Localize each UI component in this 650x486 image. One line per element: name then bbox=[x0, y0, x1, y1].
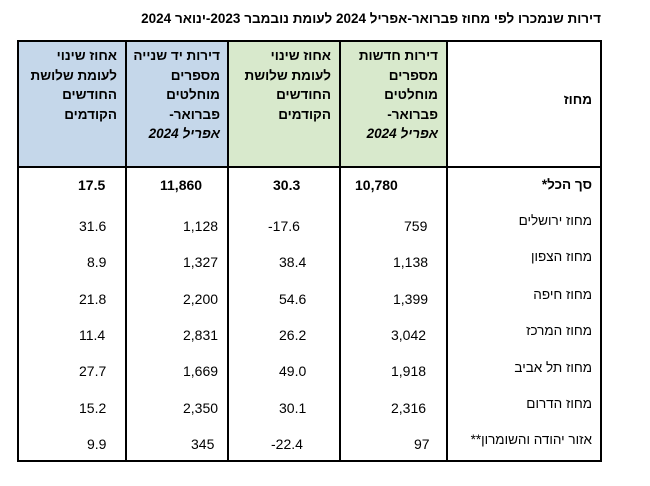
header-divider bbox=[19, 166, 600, 168]
cell-used-change: 31.6 bbox=[79, 218, 107, 234]
row-district: מחוז הדרום bbox=[526, 396, 592, 411]
header-new-apartments: דירות חדשות מספרים מוחלטים פברואר- אפריל… bbox=[339, 42, 446, 166]
column-divider bbox=[339, 42, 341, 460]
cell-used-change: 8.9 bbox=[87, 254, 107, 270]
cell-new-change: 38.4 bbox=[279, 254, 307, 270]
cell-new: 1,138 bbox=[393, 254, 429, 270]
row-district: מחוז חיפה bbox=[533, 287, 592, 302]
column-divider bbox=[446, 42, 448, 460]
cell-used: 2,350 bbox=[183, 400, 219, 416]
cell-new-change: -22.4 bbox=[271, 436, 303, 452]
cell-used: 2,200 bbox=[183, 291, 219, 307]
header-new-change: אחוז שינוי לעומת שלושת החודשים הקודמים bbox=[228, 42, 339, 166]
cell-new-total: 10,780 bbox=[355, 177, 398, 193]
header-used-apartments-text: דירות יד שנייה מספרים מוחלטים פברואר- bbox=[133, 48, 220, 122]
cell-used-change: 11.4 bbox=[79, 327, 106, 343]
cell-new-change: -17.6 bbox=[268, 218, 300, 234]
row-district: מחוז המרכז bbox=[526, 323, 592, 338]
cell-new-change: 26.2 bbox=[279, 327, 307, 343]
row-district: מחוז תל אביב bbox=[514, 360, 592, 375]
cell-used-change: 15.2 bbox=[79, 400, 107, 416]
cell-new: 1,399 bbox=[393, 291, 429, 307]
cell-used: 345 bbox=[191, 436, 215, 452]
cell-used: 1,128 bbox=[183, 218, 219, 234]
cell-used-change-total: 17.5 bbox=[78, 177, 106, 193]
cell-new: 97 bbox=[414, 436, 430, 452]
cell-used-change: 27.7 bbox=[79, 363, 107, 379]
cell-new-change-total: 30.3 bbox=[273, 177, 301, 193]
header-district: מחוז bbox=[563, 92, 592, 107]
cell-new-change: 49.0 bbox=[279, 363, 307, 379]
cell-new: 3,042 bbox=[391, 327, 427, 343]
row-district-total: סך הכל* bbox=[541, 177, 592, 192]
cell-used: 1,327 bbox=[183, 254, 219, 270]
cell-new: 759 bbox=[404, 218, 428, 234]
column-divider bbox=[227, 42, 229, 460]
cell-new: 2,316 bbox=[391, 400, 427, 416]
row-district: מחוז ירושלים bbox=[518, 213, 592, 228]
cell-new-change: 30.1 bbox=[279, 400, 307, 416]
row-district: מחוז הצפון bbox=[531, 249, 592, 264]
header-new-apartments-year: אפריל 2024 bbox=[366, 126, 438, 141]
table-title: דירות שנמכרו לפי מחוז פברואר-אפריל 2024 … bbox=[141, 11, 601, 26]
cell-new: 1,918 bbox=[391, 363, 427, 379]
cell-new-change: 54.6 bbox=[279, 291, 307, 307]
column-divider bbox=[125, 42, 127, 460]
header-new-apartments-text: דירות חדשות מספרים מוחלטים פברואר- bbox=[358, 48, 438, 122]
cell-used: 2,831 bbox=[183, 327, 219, 343]
cell-used-change: 21.8 bbox=[79, 291, 107, 307]
header-used-apartments-year: אפריל 2024 bbox=[148, 126, 220, 141]
header-used-change: אחוז שינוי לעומת שלושת החודשים הקודמים bbox=[19, 42, 125, 166]
cell-used-total: 11,860 bbox=[160, 177, 203, 193]
row-district: אזור יהודה והשומרון** bbox=[470, 432, 592, 447]
sales-table: אחוז שינוי לעומת שלושת החודשים הקודמים ד… bbox=[17, 40, 602, 462]
cell-used: 1,669 bbox=[183, 363, 219, 379]
header-used-apartments: דירות יד שנייה מספרים מוחלטים פברואר- אפ… bbox=[125, 42, 228, 166]
cell-used-change: 9.9 bbox=[87, 436, 107, 452]
